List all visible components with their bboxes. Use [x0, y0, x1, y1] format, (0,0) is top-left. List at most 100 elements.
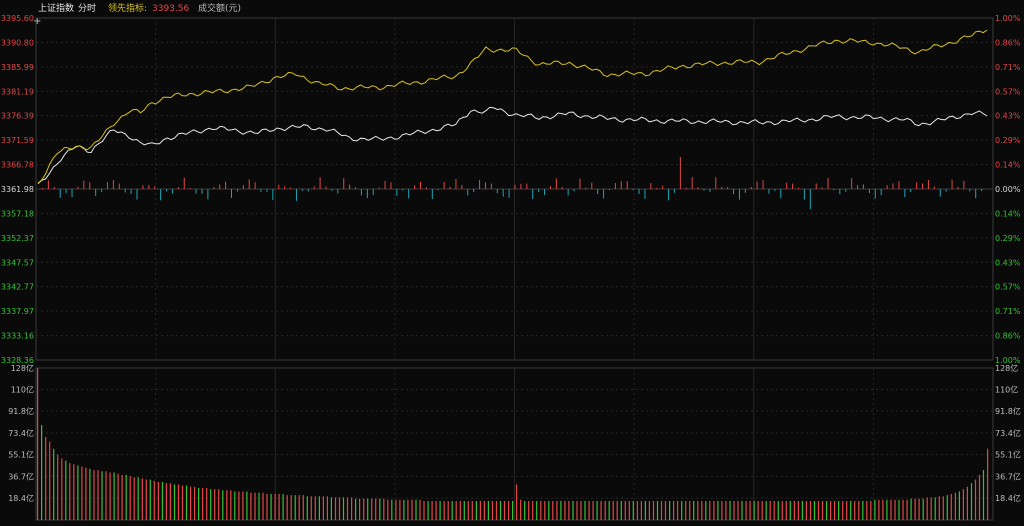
volume-bar — [741, 501, 743, 520]
change-bar-up — [927, 179, 929, 189]
volume-bar — [769, 501, 771, 520]
change-bar-down — [301, 189, 303, 191]
volume-tick-label-right: 18.4亿 — [995, 493, 1021, 503]
change-bar-up — [284, 186, 286, 189]
price-tick-label: 3352.37 — [1, 234, 34, 243]
index-name[interactable]: 上证指数 — [38, 2, 74, 14]
volume-bar — [962, 489, 964, 520]
volume-bar — [870, 501, 872, 520]
change-bar-down — [839, 189, 841, 195]
volume-bar — [57, 454, 59, 520]
volume-bar — [198, 487, 200, 520]
volume-bar — [415, 499, 417, 520]
volume-bar — [226, 490, 228, 520]
volume-bar — [910, 498, 912, 520]
volume-bar — [407, 499, 409, 520]
change-bar-up — [851, 178, 853, 189]
mode-tab[interactable]: 分时 — [78, 2, 96, 14]
volume-bar — [290, 495, 292, 520]
change-bar-up — [154, 186, 156, 189]
percent-tick-label: 0.57% — [995, 87, 1021, 96]
volume-bar — [121, 474, 123, 520]
volume-bar — [338, 497, 341, 520]
change-bar-down — [975, 189, 977, 199]
volume-bar — [512, 501, 514, 520]
volume-bar — [713, 501, 715, 520]
change-bar-down — [166, 189, 168, 192]
volume-bar — [874, 499, 876, 520]
change-bar-down — [673, 189, 675, 193]
change-bar-down — [473, 189, 475, 193]
volume-bar — [310, 496, 312, 521]
volume-tick-label: 128亿 — [11, 363, 34, 373]
change-bar-up — [148, 184, 150, 189]
change-bar-up — [248, 179, 250, 189]
change-bar-down — [171, 189, 173, 194]
volume-bar — [342, 497, 345, 520]
volume-bar — [206, 487, 208, 520]
volume-tick-label: 110亿 — [11, 384, 34, 394]
change-bar-down — [260, 189, 262, 192]
volume-bar — [250, 492, 252, 520]
volume-bar — [214, 489, 216, 520]
volume-bar — [242, 491, 244, 520]
change-bar-down — [709, 189, 711, 192]
change-bar-up — [490, 183, 492, 189]
change-bar-down — [703, 189, 705, 191]
volume-bar — [524, 501, 526, 520]
change-bar-up — [650, 183, 652, 189]
change-bar-up — [455, 179, 457, 189]
change-bar-down — [638, 189, 640, 194]
volume-bar — [387, 499, 389, 520]
change-bar-up — [916, 182, 918, 189]
change-bar-down — [609, 189, 610, 191]
change-bar-up — [561, 186, 563, 189]
change-bar-down — [833, 189, 835, 191]
volume-bar — [234, 491, 236, 520]
price-tick-label: 3366.78 — [1, 161, 34, 170]
change-bar-up — [957, 186, 959, 189]
volume-bar — [463, 501, 465, 520]
volume-bar — [395, 499, 397, 520]
volume-bar — [584, 501, 586, 520]
volume-bar — [483, 501, 485, 520]
change-bar-up — [526, 183, 528, 189]
change-bar-up — [821, 187, 823, 189]
volume-bar — [644, 501, 646, 520]
percent-tick-label: 1.00% — [995, 14, 1021, 23]
change-bar-down — [774, 189, 776, 191]
change-bar-down — [573, 189, 575, 192]
change-bar-up — [827, 177, 829, 189]
volume-bar — [173, 484, 176, 520]
volume-bar — [471, 501, 473, 520]
change-bar-down — [65, 189, 67, 194]
change-bar-up — [390, 182, 392, 189]
volume-bar — [970, 483, 973, 520]
volume-bar — [664, 501, 667, 520]
crosshair-icon[interactable]: + — [33, 16, 41, 27]
volume-bar — [499, 501, 502, 520]
volume-bar — [882, 499, 884, 520]
price-change-bars — [42, 157, 983, 209]
volume-bar — [379, 498, 381, 520]
change-bar-up — [585, 187, 587, 189]
volume-bar — [733, 501, 735, 520]
volume-bar — [391, 499, 393, 520]
volume-bar — [660, 501, 663, 520]
volume-bar — [157, 482, 159, 520]
change-bar-up — [106, 182, 108, 189]
volume-bar — [789, 501, 791, 520]
change-bar-up — [77, 186, 79, 189]
volume-bar — [592, 501, 594, 520]
volume-bar — [367, 498, 369, 520]
price-lines — [37, 29, 988, 185]
volume-bar — [616, 501, 618, 520]
volume-bar — [129, 476, 131, 520]
volume-bar — [73, 464, 75, 520]
change-bar-up — [555, 178, 557, 189]
price-tick-label: 3376.39 — [1, 112, 34, 121]
volume-bar — [520, 499, 522, 520]
volume-bar — [487, 501, 489, 520]
change-bar-up — [697, 187, 699, 189]
